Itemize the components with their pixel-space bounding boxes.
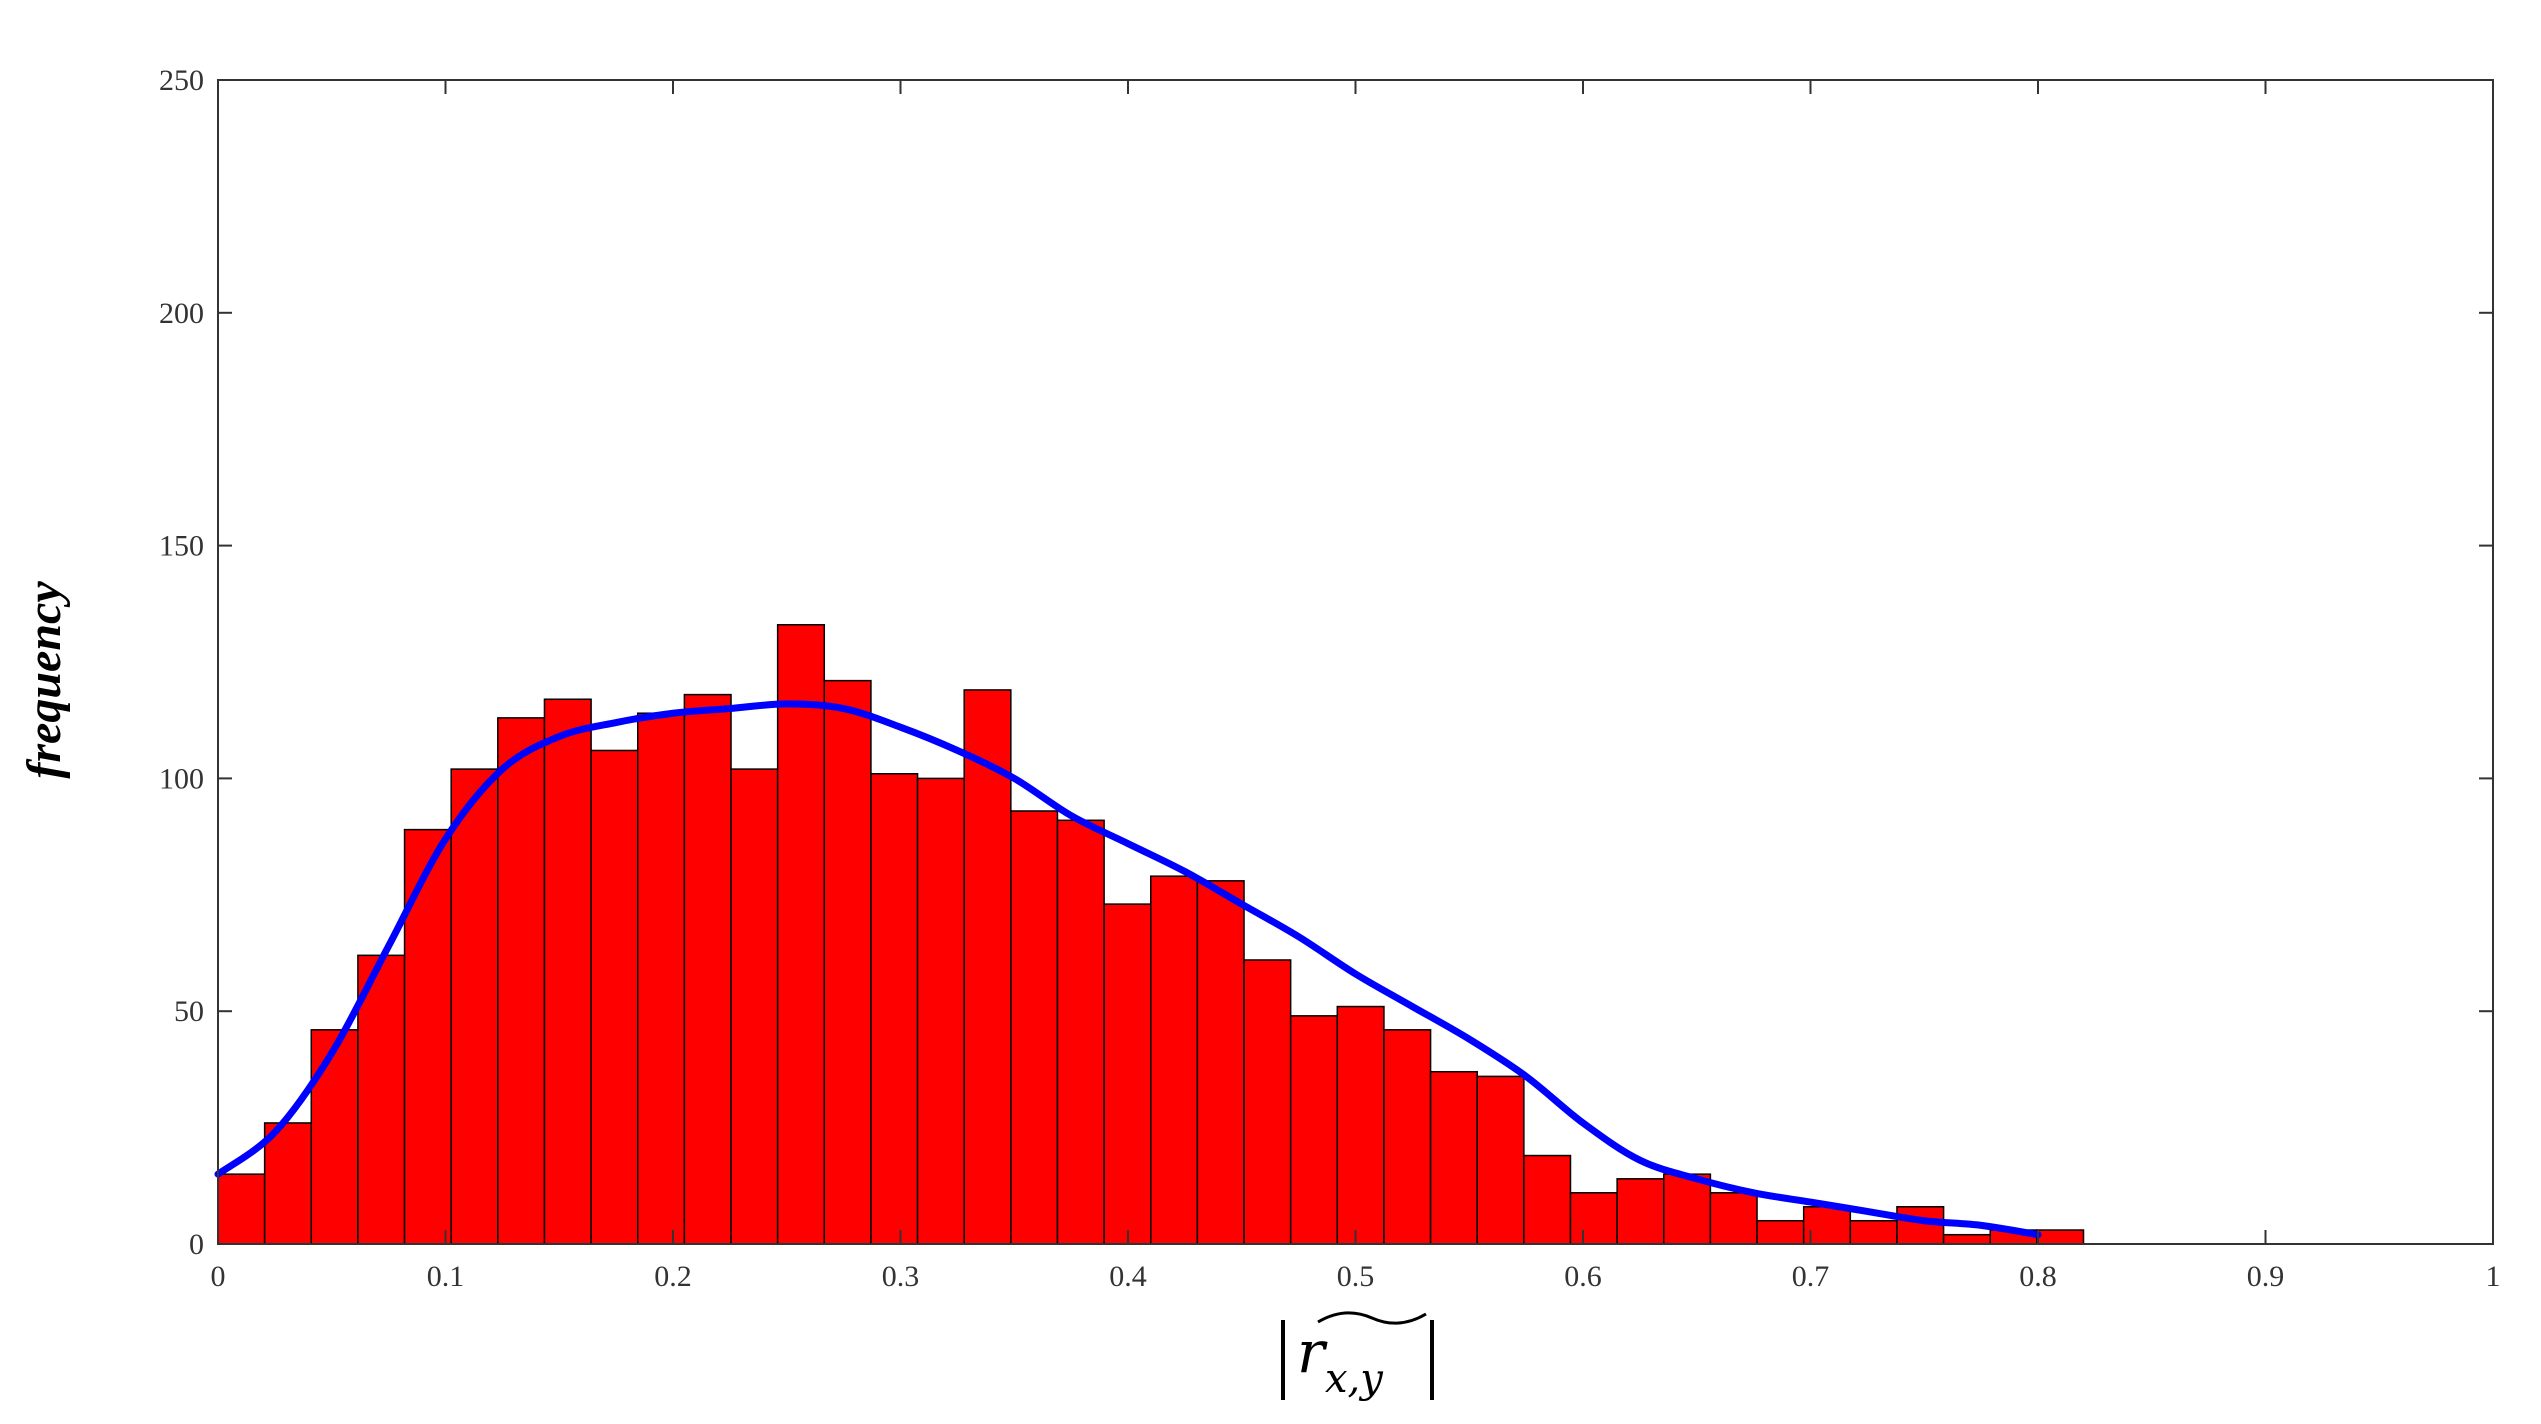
histogram-bar	[1289, 1015, 1339, 1245]
x-tick-label: 0.4	[1109, 1260, 1147, 1293]
histogram-bar	[683, 693, 732, 1245]
histogram-bar	[1243, 959, 1292, 1245]
x-tick-label: 0.1	[427, 1260, 465, 1293]
x-axis-label: r x,y	[1281, 1311, 1434, 1402]
histogram-bar	[1196, 880, 1245, 1245]
histogram-bar	[636, 712, 686, 1245]
histogram-bar	[1476, 1075, 1525, 1245]
histogram-bar	[310, 1029, 359, 1245]
x-tick-label: 0.7	[1792, 1260, 1830, 1293]
x-tick-label: 0.8	[2019, 1260, 2057, 1293]
histogram-bar	[1010, 810, 1059, 1245]
x-tick-label: 0	[211, 1260, 226, 1293]
histogram-bar	[776, 624, 826, 1245]
histogram-bar	[450, 768, 499, 1245]
y-axis-label: frequency	[18, 581, 71, 779]
histogram-bar	[1569, 1192, 1618, 1245]
histogram-bar	[1523, 1154, 1572, 1245]
histogram-bar	[1429, 1070, 1478, 1245]
x-axis-tick-labels: 0 0.1 0.2 0.3 0.4 0.5 0.6 0.7 0.8 0.9 1	[211, 1260, 2501, 1293]
x-tick-label: 0.3	[882, 1260, 920, 1293]
x-axis-label-tilde	[1317, 1311, 1427, 1325]
y-tick-label: 50	[174, 995, 204, 1028]
histogram-bar	[1849, 1219, 1898, 1245]
histogram-bar	[1383, 1029, 1432, 1245]
x-tick-label: 0.9	[2247, 1260, 2285, 1293]
histogram-bar	[1709, 1192, 1758, 1245]
x-tick-label: 1	[2486, 1260, 2501, 1293]
histogram-bar	[2036, 1229, 2085, 1245]
x-tick-label: 0.2	[654, 1260, 692, 1293]
histogram-bar	[1756, 1219, 1805, 1245]
histogram-bar	[870, 772, 919, 1245]
histogram-bar	[497, 717, 546, 1245]
histogram-bar	[543, 698, 592, 1245]
histogram-bar	[217, 1173, 266, 1245]
y-tick-label: 100	[159, 762, 204, 795]
histogram-bar	[403, 828, 452, 1245]
density-fit-curve	[214, 700, 2042, 1239]
histogram-bar	[590, 749, 639, 1245]
histogram-bar	[1150, 875, 1199, 1245]
y-tick-label: 150	[159, 530, 204, 563]
histogram-bar	[823, 679, 872, 1245]
histogram-bar	[1663, 1173, 1712, 1245]
x-axis-label-subscript: x,y	[1325, 1356, 1384, 1402]
histogram-bar	[916, 777, 965, 1245]
y-axis-tick-labels: 0 50 100 150 200 250	[159, 64, 204, 1261]
y-tick-label: 200	[159, 297, 204, 330]
histogram-bar	[1616, 1178, 1665, 1245]
y-tick-label: 250	[159, 64, 204, 97]
histogram-bar	[263, 1122, 313, 1245]
histogram-bar	[357, 954, 406, 1245]
histogram-bar	[1103, 903, 1152, 1245]
y-tick-label: 0	[189, 1228, 204, 1261]
x-tick-label: 0.5	[1337, 1260, 1375, 1293]
histogram-bar	[730, 768, 779, 1245]
histogram-bar	[963, 689, 1012, 1245]
x-tick-label: 0.6	[1564, 1260, 1602, 1293]
x-axis-label-r: r	[1297, 1318, 1328, 1386]
histogram-bars	[217, 624, 2085, 1245]
axis-ticks	[217, 79, 2494, 1245]
histogram-bar	[1056, 819, 1105, 1245]
histogram-bar	[1336, 1005, 1385, 1245]
histogram-bar	[1942, 1233, 1991, 1245]
